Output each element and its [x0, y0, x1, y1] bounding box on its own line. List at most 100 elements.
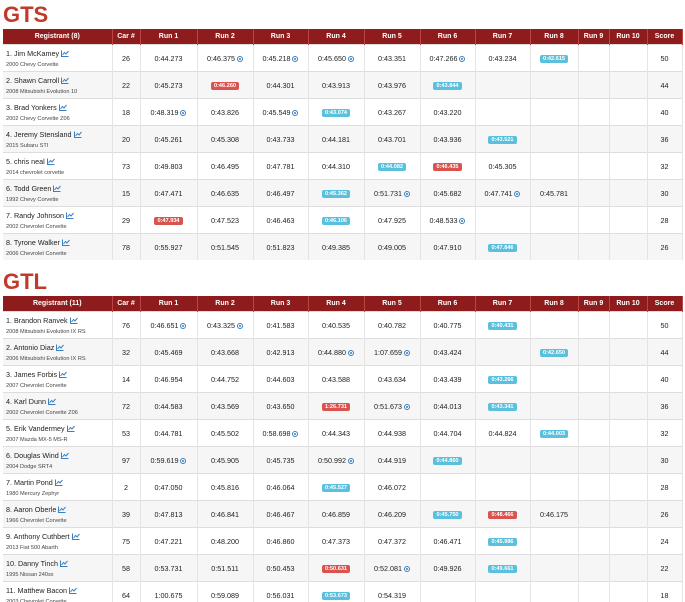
run-cell: 0:47.925: [364, 206, 421, 234]
chart-icon[interactable]: [61, 239, 70, 247]
run-time: 0:43.424: [433, 347, 462, 357]
run-cell: 0:47.372: [364, 527, 421, 555]
column-header: Run 2: [197, 296, 254, 312]
run-time: 0:43.701: [378, 134, 406, 144]
car-model: 2014 chevrolet corvette: [6, 169, 65, 176]
run-time: 0:43.267: [378, 107, 406, 117]
run-cell: [578, 233, 610, 260]
chart-icon[interactable]: [61, 50, 70, 58]
run-cell: [609, 392, 648, 420]
cone-icon: [292, 55, 299, 62]
run-time: 0:47.910: [433, 242, 462, 252]
chart-icon[interactable]: [73, 131, 82, 139]
car-number: 58: [112, 554, 141, 582]
run-cell: [609, 554, 648, 582]
driver-row: 6. Douglas Wind 2004 Dodge SRT4 97 0:59.619…: [3, 446, 683, 474]
run-cell: 0:45.218: [253, 44, 309, 72]
car-number: 73: [112, 152, 141, 180]
run-cell: 1:07.659: [364, 338, 421, 366]
column-header: Registrant (8): [3, 29, 113, 45]
car-model: 2015 Subaru STI: [6, 142, 49, 149]
run-cell: 0:51.511: [197, 554, 254, 582]
run-time: 0:47.221: [154, 536, 183, 546]
car-model: 2013 Fiat 500 Abarth: [6, 544, 58, 551]
run-time: 0:46.651: [150, 320, 179, 330]
run-cell: 0:43.351: [364, 44, 421, 72]
chart-icon[interactable]: [71, 533, 80, 541]
best-time: 0:43.521: [488, 136, 517, 144]
run-cell: 0:43.826: [197, 98, 254, 126]
chart-icon[interactable]: [47, 398, 56, 406]
run-time: 0:45.469: [154, 347, 183, 357]
header-row: Registrant (11) Car # Run 1 Run 2 Run 3 Run 4…: [3, 296, 683, 312]
chart-icon[interactable]: [60, 452, 69, 460]
score: 32: [647, 152, 683, 180]
run-cell: 0:50.631: [308, 554, 365, 582]
run-cell: 0:47.846: [475, 233, 531, 260]
run-cell: 0:45.261: [140, 125, 198, 153]
run-time: 0:44.301: [266, 80, 295, 90]
run-cell: [475, 473, 531, 501]
registrant: 8. Tyrone Walker 2006 Chevrolet Corvette: [3, 233, 113, 260]
car-model: 1980 Mercury Zephyr: [6, 490, 60, 497]
column-header: Car #: [112, 29, 141, 45]
run-cell: 0:45.735: [253, 446, 309, 474]
run-cell: 0:51.823: [253, 233, 309, 260]
best-time: 0:43.844: [433, 82, 462, 90]
best-time: 0:46.106: [321, 217, 351, 225]
run-time: 0:55.927: [154, 242, 183, 252]
chart-icon[interactable]: [46, 158, 55, 166]
run-cell: [475, 206, 531, 234]
run-cell: 0:44.938: [364, 419, 421, 447]
chart-icon[interactable]: [66, 425, 75, 433]
run-time: 0:43.634: [378, 374, 406, 384]
registrant: 2. Shawn Carroll 2008 Mitsubishi Evolutio…: [3, 71, 113, 99]
chart-icon[interactable]: [59, 371, 68, 379]
car-number: 15: [112, 179, 141, 207]
run-cell: 0:44.880: [308, 338, 365, 366]
column-header: Run 8: [530, 296, 579, 312]
penalty-time: 1:26.731: [321, 403, 351, 411]
car-model: 2006 Mitsubishi Evolution IX RS: [6, 355, 86, 362]
run-time: 0:47.741: [484, 188, 513, 198]
chart-icon[interactable]: [61, 77, 70, 85]
chart-icon[interactable]: [58, 104, 67, 112]
run-cell: 0:58.698: [253, 419, 309, 447]
run-cell: 0:43.267: [364, 98, 421, 126]
chart-icon[interactable]: [58, 506, 67, 514]
car-number: 29: [112, 206, 141, 234]
registrant: 7. Randy Johnson 2002 Chevrolet Corvette: [3, 206, 113, 234]
driver-name: 8. Aaron Oberle: [6, 504, 57, 514]
run-time: 0:59.089: [211, 590, 239, 600]
run-cell: [578, 527, 610, 555]
driver-row: 2. Shawn Carroll 2008 Mitsubishi Evolutio…: [3, 71, 683, 99]
run-time: 0:46.072: [378, 482, 406, 492]
run-time: 0:45.273: [154, 80, 183, 90]
run-time: 0:46.859: [322, 509, 350, 519]
chart-icon[interactable]: [69, 587, 77, 595]
chart-icon[interactable]: [56, 344, 65, 352]
registrant: 7. Martin Pond 1980 Mercury Zephyr: [3, 473, 113, 501]
registrant: 3. James Forbis 2007 Chevrolet Corvette: [3, 365, 113, 393]
run-cell: 0:53.731: [140, 554, 198, 582]
run-cell: 0:44.310: [308, 152, 365, 180]
registrant: 10. Danny Tinch 1995 Nissan 240sx: [3, 554, 113, 582]
cone-icon: [459, 55, 466, 62]
run-time: 0:53.731: [154, 563, 183, 573]
run-cell: [578, 500, 610, 528]
chart-icon[interactable]: [53, 185, 62, 193]
car-number: 32: [112, 338, 141, 366]
run-time: 0:45.781: [540, 188, 568, 198]
score: 40: [647, 98, 683, 126]
run-cell: 0:49.385: [308, 233, 365, 260]
best-time: 0:42.615: [539, 55, 569, 63]
chart-icon[interactable]: [65, 212, 74, 220]
penalty-time: 0:46.435: [433, 163, 462, 171]
chart-icon[interactable]: [69, 317, 78, 325]
run-time: 0:44.310: [322, 161, 350, 171]
chart-icon[interactable]: [59, 560, 68, 568]
run-cell: 1:00.675: [140, 581, 198, 602]
run-time: 0:59.619: [150, 455, 179, 465]
chart-icon[interactable]: [54, 479, 63, 487]
driver-row: 11. Matthew Bacon 2003 Chevrolet Corvette…: [3, 581, 683, 602]
